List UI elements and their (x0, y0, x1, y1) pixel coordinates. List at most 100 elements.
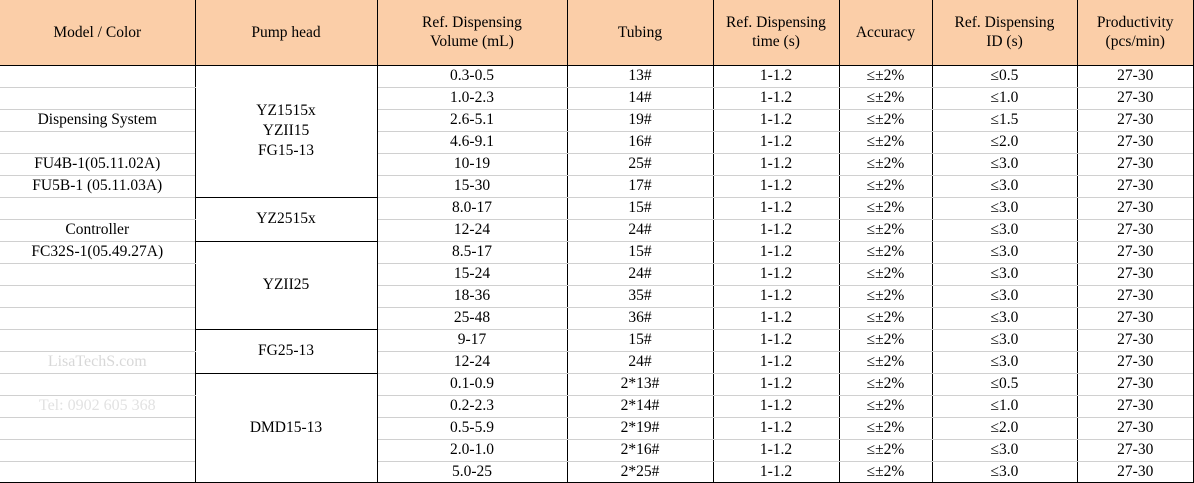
accuracy-cell: ≤±2% (838, 438, 933, 462)
productivity-cell: 27-30 (1076, 86, 1194, 110)
header-label: Ref. Dispensing (726, 14, 826, 32)
model-color-cell (0, 372, 196, 396)
header-label: time (s) (752, 33, 800, 51)
table-row: 0.5-5.9 2*19# 1-1.2 ≤±2% ≤2.0 27-30 (0, 416, 1194, 440)
time-cell: 1-1.2 (712, 152, 840, 176)
accuracy-cell: ≤±2% (838, 284, 933, 308)
accuracy-cell: ≤±2% (838, 218, 933, 242)
id-cell: ≤3.0 (931, 240, 1078, 264)
model-color-cell: FU5B-1 (05.11.03A) (0, 174, 196, 198)
time-cell: 1-1.2 (712, 460, 840, 483)
accuracy-cell: ≤±2% (838, 306, 933, 330)
tubing-cell: 2*19# (566, 416, 714, 440)
volume-cell: 18-36 (376, 284, 568, 308)
table-row: FC32S-1(05.49.27A) YZII25 8.5-17 15# 1-1… (0, 240, 1194, 330)
pump-head-cell: YZ2515x (194, 196, 378, 242)
id-cell: ≤3.0 (931, 218, 1078, 242)
volume-cell: 15-30 (376, 174, 568, 198)
tubing-cell: 15# (566, 196, 714, 220)
volume-cell: 10-19 (376, 152, 568, 176)
model-color-cell (0, 284, 196, 308)
productivity-cell: 27-30 (1076, 372, 1194, 396)
header-pump-head: Pump head (194, 0, 378, 66)
time-cell: 1-1.2 (712, 218, 840, 242)
tubing-cell: 19# (566, 108, 714, 132)
tubing-cell: 24# (566, 350, 714, 374)
model-color-cell (0, 438, 196, 462)
table-row: Dispensing System 2.6-5.1 19# 1-1.2 ≤±2%… (0, 108, 1194, 132)
volume-cell: 12-24 (376, 350, 568, 374)
id-cell: ≤2.0 (931, 130, 1078, 154)
model-color-cell: FU4B-1(05.11.02A) (0, 152, 196, 176)
model-color-cell (0, 416, 196, 440)
model-color-cell (0, 262, 196, 286)
tubing-cell: 25# (566, 152, 714, 176)
accuracy-cell: ≤±2% (838, 394, 933, 418)
accuracy-cell: ≤±2% (838, 328, 933, 352)
tubing-cell: 36# (566, 306, 714, 330)
header-productivity: Productivity (pcs/min) (1076, 0, 1194, 66)
header-label: Ref. Dispensing (422, 14, 522, 32)
accuracy-cell: ≤±2% (838, 196, 933, 220)
model-color-cell (0, 460, 196, 483)
header-ref-dispensing-volume: Ref. Dispensing Volume (mL) (376, 0, 568, 66)
accuracy-cell: ≤±2% (838, 64, 933, 88)
productivity-cell: 27-30 (1076, 130, 1194, 154)
pump-head-cell: YZII25 (194, 240, 378, 330)
table-row: 4.6-9.1 16# 1-1.2 ≤±2% ≤2.0 27-30 (0, 130, 1194, 154)
header-label: Model / Color (53, 23, 142, 41)
table-row: YZ2515x 8.0-17 15# 1-1.2 ≤±2% ≤3.0 27-30 (0, 196, 1194, 242)
id-cell: ≤3.0 (931, 328, 1078, 352)
volume-cell: 0.3-0.5 (376, 64, 568, 88)
id-cell: ≤3.0 (931, 284, 1078, 308)
accuracy-cell: ≤±2% (838, 130, 933, 154)
time-cell: 1-1.2 (712, 130, 840, 154)
id-cell: ≤3.0 (931, 460, 1078, 483)
productivity-cell: 27-30 (1076, 240, 1194, 264)
table-row: YZ1515x YZII15 FG15-13 0.3-0.5 13# 1-1.2… (0, 64, 1194, 198)
productivity-cell: 27-30 (1076, 394, 1194, 418)
productivity-cell: 27-30 (1076, 284, 1194, 308)
time-cell: 1-1.2 (712, 416, 840, 440)
table-row: 15-24 24# 1-1.2 ≤±2% ≤3.0 27-30 (0, 262, 1194, 286)
model-color-cell: FC32S-1(05.49.27A) (0, 240, 196, 264)
id-cell: ≤3.0 (931, 306, 1078, 330)
accuracy-cell: ≤±2% (838, 350, 933, 374)
header-label: Accuracy (855, 23, 916, 41)
table-row: Controller 12-24 24# 1-1.2 ≤±2% ≤3.0 27-… (0, 218, 1194, 242)
id-cell: ≤0.5 (931, 64, 1078, 88)
id-cell: ≤3.0 (931, 350, 1078, 374)
tubing-cell: 2*13# (566, 372, 714, 396)
watermark-site-text: LisaTechS.com (0, 350, 196, 374)
accuracy-cell: ≤±2% (838, 86, 933, 110)
tubing-cell: 2*16# (566, 438, 714, 462)
header-label: ID (s) (986, 33, 1023, 51)
accuracy-cell: ≤±2% (838, 416, 933, 440)
accuracy-cell: ≤±2% (838, 108, 933, 132)
volume-cell: 1.0-2.3 (376, 86, 568, 110)
table-body: YZ1515x YZII15 FG15-13 0.3-0.5 13# 1-1.2… (0, 64, 1194, 483)
productivity-cell: 27-30 (1076, 416, 1194, 440)
header-ref-dispensing-id: Ref. Dispensing ID (s) (931, 0, 1078, 66)
id-cell: ≤3.0 (931, 196, 1078, 220)
productivity-cell: 27-30 (1076, 218, 1194, 242)
accuracy-cell: ≤±2% (838, 460, 933, 483)
table-row: FU5B-1 (05.11.03A) 15-30 17# 1-1.2 ≤±2% … (0, 174, 1194, 198)
volume-cell: 4.6-9.1 (376, 130, 568, 154)
id-cell: ≤3.0 (931, 174, 1078, 198)
volume-cell: 2.0-1.0 (376, 438, 568, 462)
time-cell: 1-1.2 (712, 262, 840, 286)
id-cell: ≤0.5 (931, 372, 1078, 396)
time-cell: 1-1.2 (712, 86, 840, 110)
table-row: 5.0-25 2*25# 1-1.2 ≤±2% ≤3.0 27-30 (0, 460, 1194, 483)
id-cell: ≤3.0 (931, 262, 1078, 286)
id-cell: ≤1.0 (931, 86, 1078, 110)
table-row: 2.0-1.0 2*16# 1-1.2 ≤±2% ≤3.0 27-30 (0, 438, 1194, 462)
table-row: FG25-13 9-17 15# 1-1.2 ≤±2% ≤3.0 27-30 (0, 328, 1194, 374)
model-color-cell (0, 196, 196, 220)
table-row: DMD15-13 0.1-0.9 2*13# 1-1.2 ≤±2% ≤0.5 2… (0, 372, 1194, 483)
header-label: Pump head (251, 23, 321, 41)
tubing-cell: 24# (566, 262, 714, 286)
id-cell: ≤1.0 (931, 394, 1078, 418)
